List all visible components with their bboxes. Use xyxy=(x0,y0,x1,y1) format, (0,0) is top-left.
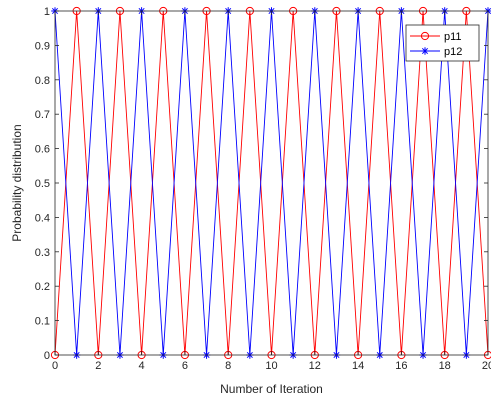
x-tick-label: 12 xyxy=(309,360,321,372)
y-tick-label: 0.9 xyxy=(35,40,50,52)
y-tick-label: 0.5 xyxy=(35,178,50,190)
plot-area xyxy=(55,11,488,355)
y-axis-label: Probability distribution xyxy=(10,124,24,241)
y-tick-label: 0.3 xyxy=(35,247,50,259)
legend-entry-p12: p12 xyxy=(410,46,462,58)
x-tick-label: 8 xyxy=(225,360,231,372)
x-tick-label: 4 xyxy=(139,360,145,372)
x-tick-label: 20 xyxy=(482,360,491,372)
y-tick-label: 0.8 xyxy=(35,75,50,87)
legend-label-p11: p11 xyxy=(444,31,462,43)
y-tick-label: 0.2 xyxy=(35,281,50,293)
legend-box xyxy=(405,24,480,62)
x-tick-label: 14 xyxy=(352,360,364,372)
x-tick-label: 6 xyxy=(182,360,188,372)
x-tick-label: 16 xyxy=(395,360,407,372)
x-tick-label: 18 xyxy=(439,360,451,372)
x-tick-label: 10 xyxy=(265,360,277,372)
y-tick-label: 0.1 xyxy=(35,316,50,328)
y-tick-label: 1 xyxy=(44,6,50,18)
x-tick-label: 2 xyxy=(95,360,101,372)
legend-marker-p12 xyxy=(421,47,429,55)
y-tick-label: 0.7 xyxy=(35,109,50,121)
y-tick-label: 0.6 xyxy=(35,144,50,156)
y-tick-label: 0.4 xyxy=(35,212,50,224)
x-axis-label: Number of Iteration xyxy=(220,382,323,396)
legend-entry-p11: p11 xyxy=(410,31,462,43)
y-tick-label: 0 xyxy=(44,350,50,362)
legend-label-p12: p12 xyxy=(444,46,462,58)
legend-marker-p11 xyxy=(420,31,430,41)
x-tick-label: 0 xyxy=(52,360,58,372)
ticks-layer: 0 2 4 6 8 10 12 14 16 18 20 0 0.1 0.2 0.3 0.4 0.5 0.6 0.7 0… xyxy=(35,6,491,372)
